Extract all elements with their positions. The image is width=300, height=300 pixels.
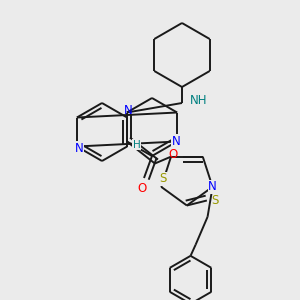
Text: NH: NH [190,94,208,107]
Text: S: S [211,194,219,207]
Text: H: H [133,140,141,149]
Text: O: O [168,148,177,161]
Text: S: S [160,172,167,185]
Text: N: N [208,180,217,193]
Text: N: N [124,104,132,117]
Text: N: N [74,142,83,155]
Text: N: N [172,135,181,148]
Text: O: O [137,182,147,194]
